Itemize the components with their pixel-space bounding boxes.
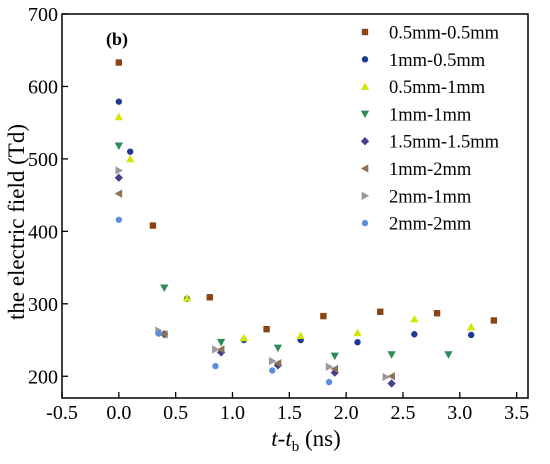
y-tick-label: 700	[28, 4, 58, 26]
data-point	[330, 364, 339, 374]
data-point	[114, 189, 123, 198]
data-point	[410, 314, 419, 323]
data-point	[382, 372, 391, 382]
data-point	[182, 293, 192, 302]
data-point	[160, 284, 169, 293]
x-axis-title-var: t	[271, 426, 278, 451]
data-points	[114, 59, 498, 388]
legend-marker	[361, 191, 370, 200]
legend-marker	[361, 56, 369, 63]
x-axis-title-unit: (ns)	[299, 426, 341, 451]
legend-label: 1.5mm-1.5mm	[389, 133, 500, 153]
data-point	[411, 331, 418, 338]
x-axis-title-subscript: b	[292, 439, 300, 455]
data-point	[149, 222, 157, 229]
data-point	[206, 294, 213, 301]
x-tick-label: 2.0	[334, 402, 359, 424]
legend-marker	[360, 82, 370, 90]
legend-marker	[360, 137, 370, 146]
x-tick-label: 0.5	[163, 402, 188, 424]
legend-marker	[360, 110, 370, 119]
data-point	[330, 352, 339, 361]
data-point	[325, 362, 334, 372]
data-point	[387, 372, 395, 381]
y-tick-label: 400	[28, 221, 58, 243]
data-point	[467, 331, 475, 339]
data-point	[212, 362, 219, 370]
x-axis-title-minus: -	[278, 426, 286, 451]
data-point	[387, 351, 396, 359]
x-tick-label: 1.0	[220, 402, 245, 424]
legend-label: 2mm-2mm	[389, 215, 472, 235]
x-tick-label: 0.0	[106, 402, 131, 424]
data-point	[155, 330, 162, 337]
axis-ticks: -0.5 0.0 0.5 1.0 1.5 2.0 2.5 3.0 3.5 200 300 400 500…	[28, 4, 529, 424]
legend: 0.5mm-0.5mm 1mm-0.5mm 0.5mm-1mm 1mm-1mm 1.5m…	[360, 24, 500, 235]
data-point	[354, 339, 361, 346]
data-point	[160, 330, 168, 339]
y-axis-title: the electric field (Td)	[4, 124, 29, 320]
data-point	[114, 173, 123, 182]
data-point	[387, 379, 396, 388]
data-point	[273, 344, 283, 353]
data-point	[320, 312, 327, 320]
x-axis-title: t-tb (ns)	[271, 426, 340, 455]
plot-frame	[61, 13, 529, 399]
data-point	[268, 356, 277, 366]
x-tick-label: 2.5	[390, 402, 415, 424]
x-axis-title-var2: t	[285, 426, 292, 451]
data-point	[325, 378, 333, 386]
data-point	[115, 59, 123, 66]
x-tick-label: 3.0	[447, 402, 472, 424]
legend-label: 1mm-2mm	[389, 160, 472, 180]
data-point	[296, 331, 305, 340]
legend-label: 2mm-1mm	[389, 187, 472, 207]
data-point	[490, 317, 498, 324]
data-point	[115, 166, 123, 175]
data-point	[353, 328, 362, 337]
legend-label: 0.5mm-1mm	[389, 78, 486, 98]
y-tick-label: 300	[28, 294, 58, 316]
x-tick-label: 1.5	[277, 402, 302, 424]
data-point	[269, 367, 276, 374]
data-point	[114, 112, 123, 121]
data-point	[377, 308, 384, 315]
data-point	[433, 310, 441, 317]
data-point	[216, 338, 226, 347]
legend-label: 1mm-0.5mm	[389, 51, 486, 71]
panel-label: (b)	[106, 29, 128, 50]
data-point	[273, 359, 282, 368]
legend-marker	[360, 164, 369, 173]
legend-label: 0.5mm-0.5mm	[389, 24, 500, 44]
y-tick-label: 500	[28, 149, 58, 171]
legend-label: 1mm-1mm	[389, 105, 472, 125]
x-tick-label: 3.5	[504, 402, 529, 424]
data-point	[444, 351, 453, 359]
data-point	[126, 148, 134, 155]
legend-marker	[361, 28, 369, 36]
data-point	[216, 345, 225, 354]
data-point	[239, 333, 249, 342]
data-point	[115, 98, 123, 105]
data-point	[115, 216, 123, 223]
legend-marker	[361, 219, 369, 227]
x-tick-label: -0.5	[46, 402, 78, 424]
data-point	[212, 345, 220, 354]
data-point	[467, 322, 476, 331]
data-point	[126, 154, 135, 163]
y-tick-label: 600	[28, 76, 58, 98]
data-point	[114, 142, 123, 151]
y-tick-label: 200	[28, 366, 58, 388]
data-point	[263, 325, 270, 333]
